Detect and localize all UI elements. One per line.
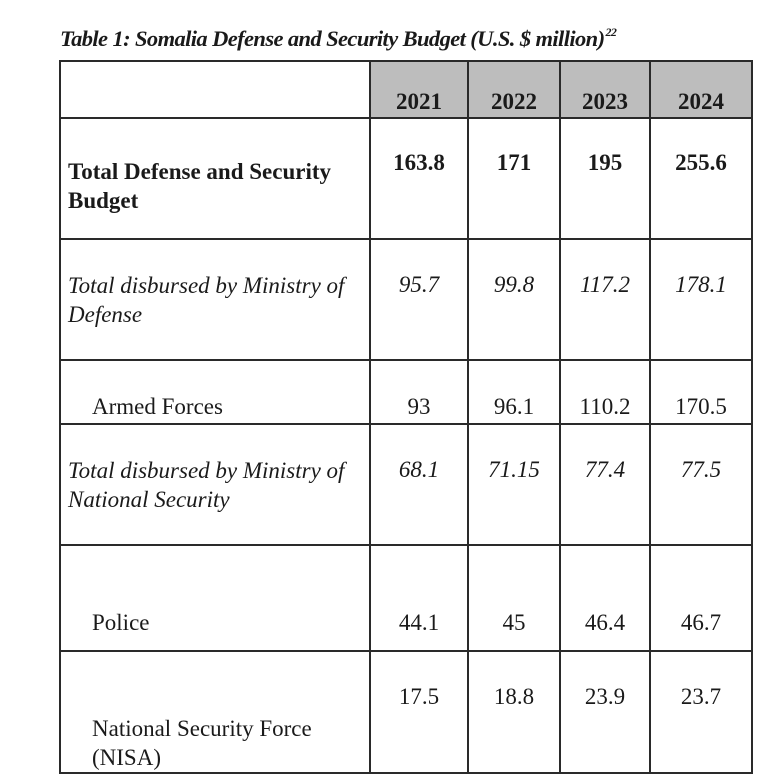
header-year: 2022 — [467, 60, 561, 119]
table-cell: 170.5 — [649, 359, 753, 425]
table-cell: 17.5 — [369, 650, 469, 774]
table-cell: 46.7 — [649, 544, 753, 652]
footnote-marker: 22 — [605, 25, 617, 39]
header-empty-cell — [59, 60, 371, 119]
table-cell: 195 — [559, 117, 651, 240]
table-cell: 95.7 — [369, 238, 469, 361]
table-cell: 171 — [467, 117, 561, 240]
table-cell: 45 — [467, 544, 561, 652]
table-row: Total disbursed by Ministry of Defense 9… — [59, 238, 753, 361]
table-cell: 99.8 — [467, 238, 561, 361]
table-row: Total disbursed by Ministry of National … — [59, 423, 753, 546]
table-title: Table 1: Somalia Defense and Security Bu… — [60, 25, 617, 52]
table-row: Police 44.1 45 46.4 46.7 — [59, 544, 753, 652]
header-year: 2021 — [369, 60, 469, 119]
table-row: Total Defense and Security Budget 163.8 … — [59, 117, 753, 240]
row-label: Total disbursed by Ministry of Defense — [59, 238, 371, 361]
budget-table: 2021 2022 2023 2024 Total Defense and Se… — [59, 60, 753, 774]
table-cell: 23.7 — [649, 650, 753, 774]
table-cell: 110.2 — [559, 359, 651, 425]
table-cell: 93 — [369, 359, 469, 425]
row-label: Armed Forces — [59, 359, 371, 425]
table-title-text: Table 1: Somalia Defense and Security Bu… — [60, 26, 605, 51]
table-cell: 117.2 — [559, 238, 651, 361]
table-row: National Security Force (NISA) 17.5 18.8… — [59, 650, 753, 774]
header-year: 2023 — [559, 60, 651, 119]
table-cell: 23.9 — [559, 650, 651, 774]
table-cell: 163.8 — [369, 117, 469, 240]
table-cell: 96.1 — [467, 359, 561, 425]
table-cell: 178.1 — [649, 238, 753, 361]
row-label: Police — [59, 544, 371, 652]
row-label: Total Defense and Security Budget — [59, 117, 371, 240]
table-cell: 18.8 — [467, 650, 561, 774]
header-year: 2024 — [649, 60, 753, 119]
table-cell: 255.6 — [649, 117, 753, 240]
table-header-row: 2021 2022 2023 2024 — [59, 60, 753, 119]
row-label: National Security Force (NISA) — [59, 650, 371, 774]
row-label: Total disbursed by Ministry of National … — [59, 423, 371, 546]
table-cell: 68.1 — [369, 423, 469, 546]
table-row: Armed Forces 93 96.1 110.2 170.5 — [59, 359, 753, 425]
table-cell: 44.1 — [369, 544, 469, 652]
table-cell: 46.4 — [559, 544, 651, 652]
table-cell: 71.15 — [467, 423, 561, 546]
table-cell: 77.5 — [649, 423, 753, 546]
table-cell: 77.4 — [559, 423, 651, 546]
